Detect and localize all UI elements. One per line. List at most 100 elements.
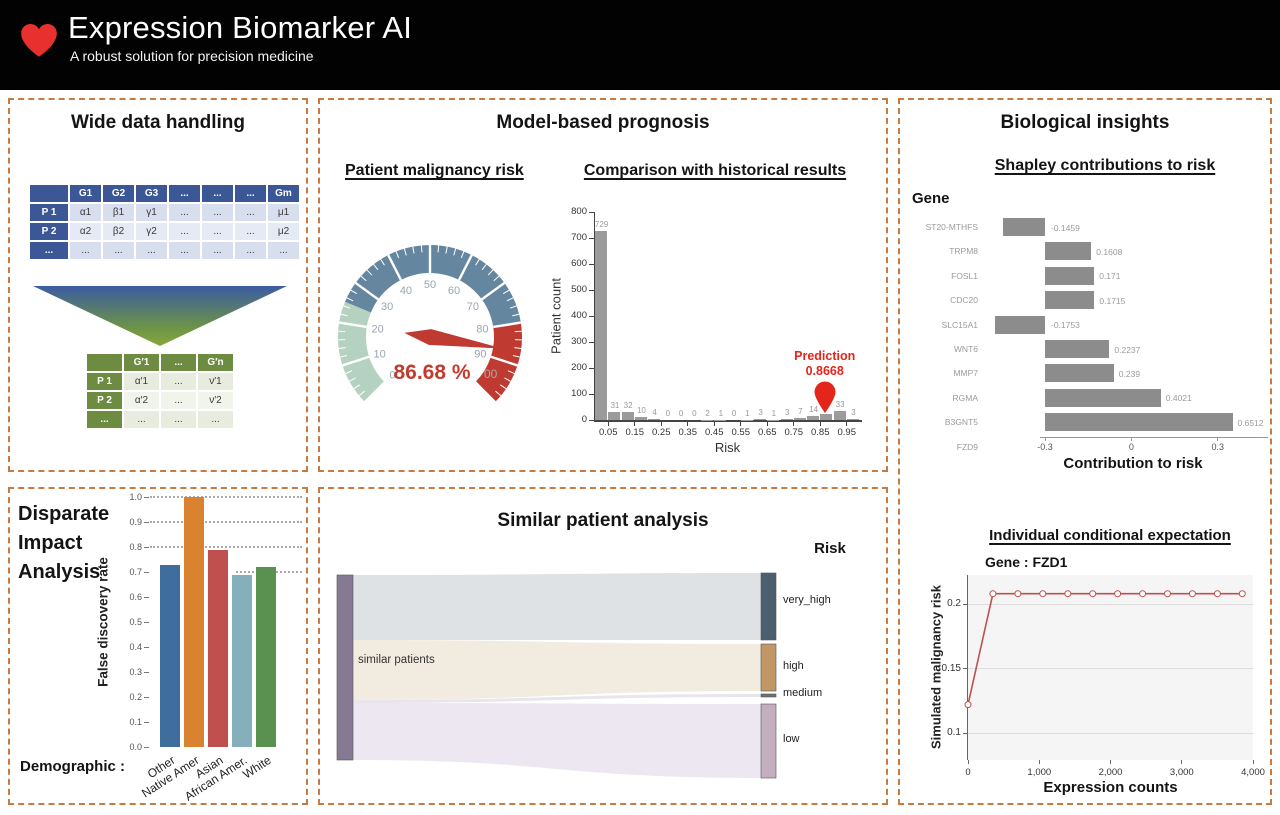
- ice-y-axis: [967, 575, 969, 760]
- disparate-y-tick-label: 0.2: [129, 692, 142, 702]
- data-cell: ν′1: [198, 373, 233, 390]
- similar-patients-sankey: [336, 572, 777, 779]
- column-header-cell: [30, 185, 68, 202]
- hist-bar-label: 1: [718, 408, 724, 418]
- hist-y-tick: [589, 289, 594, 291]
- disparate-y-tick: [144, 746, 149, 748]
- prognosis-title: Model-based prognosis: [496, 112, 710, 133]
- gauge-minor-tick: [346, 297, 354, 302]
- sankey-source-label: similar patients: [358, 654, 435, 666]
- data-cell: β2: [103, 223, 134, 240]
- hist-bar: [820, 413, 833, 420]
- gauge-minor-tick: [453, 248, 457, 256]
- sankey-target-label: medium: [783, 687, 823, 699]
- ice-x-tick-label: 0: [965, 767, 971, 778]
- insights-title: Biological insights: [1000, 112, 1170, 133]
- ice-marker: [1188, 590, 1196, 598]
- shapley-x-tick: [1130, 438, 1132, 441]
- hist-bar: [648, 419, 661, 420]
- row-header-cell: P 1: [30, 204, 68, 221]
- column-header-cell: ...: [235, 185, 266, 202]
- column-header-cell: ...: [161, 354, 196, 371]
- ice-y-tick: [963, 732, 968, 734]
- hist-y-tick-label: 600: [571, 258, 587, 269]
- data-cell: ...: [161, 411, 196, 428]
- hist-x-tick: [607, 421, 609, 426]
- shapley-x-tick-label: 0.3: [1211, 442, 1225, 452]
- hist-bar: [608, 411, 621, 420]
- gauge-major-tick: [481, 281, 506, 301]
- ice-y-tick: [963, 603, 968, 605]
- disparate-y-tick-label: 0.4: [129, 642, 142, 652]
- gauge-major-tick: [364, 381, 386, 403]
- output-table: G′1... G′n P 1 α′1... ν′1 P 2 α′2... ν′2.......…: [85, 352, 235, 430]
- disparate-y-tick-label: 0.6: [129, 592, 142, 602]
- shapley-gene-label: FZD9: [956, 441, 978, 452]
- column-header-cell: Gm: [268, 185, 299, 202]
- sankey-flow: [353, 694, 761, 703]
- shapley-axis-line: [1040, 437, 1268, 438]
- gauge-tick-label: 90: [474, 348, 486, 360]
- data-cell: γ1: [136, 204, 167, 221]
- disparate-gridline: [150, 521, 302, 523]
- hist-x-tick-label: 0.25: [652, 427, 671, 438]
- hist-x-tick-label: 0.65: [758, 427, 777, 438]
- row-header-cell: P 2: [87, 392, 122, 409]
- disparate-y-tick-label: 0.1: [129, 717, 142, 727]
- hist-bar-label: 14: [809, 405, 819, 415]
- hist-y-axis: [593, 212, 595, 421]
- ice-marker: [964, 701, 972, 709]
- data-cell: ...: [235, 223, 266, 240]
- column-header-cell: ...: [202, 185, 233, 202]
- data-cell: γ2: [136, 223, 167, 240]
- hist-bar: [793, 418, 806, 420]
- column-header-cell: G2: [103, 185, 134, 202]
- hist-x-tick: [793, 421, 795, 426]
- shapley-value-label: 0.171: [1099, 271, 1121, 282]
- disparate-y-tick: [144, 671, 149, 673]
- data-cell: μ2: [268, 223, 299, 240]
- sankey-target-node: [760, 703, 777, 779]
- data-cell: β1: [103, 204, 134, 221]
- shapley-bar: [1045, 364, 1114, 383]
- hist-x-tick-label: 0.15: [625, 427, 645, 438]
- app-subtitle: A robust solution for precision medicine: [70, 48, 314, 64]
- disparate-y-tick: [144, 646, 149, 648]
- gauge-max-label: 00: [484, 367, 498, 381]
- row-header-cell: P 1: [87, 373, 122, 390]
- ice-gridline: [968, 603, 1253, 605]
- gauge-minor-tick: [502, 289, 510, 295]
- panel-wide-data-handling: [8, 98, 308, 472]
- sankey-target-label: low: [783, 733, 800, 745]
- gauge-minor-tick: [506, 297, 514, 302]
- hist-x-tick-label: 0.35: [678, 427, 698, 438]
- hist-y-tick: [589, 211, 594, 213]
- disparate-y-tick: [144, 521, 149, 523]
- ice-marker: [1164, 590, 1171, 598]
- gauge-tick-label: 20: [372, 324, 384, 336]
- histogram-title: Comparison with historical results: [583, 162, 847, 179]
- shapley-gene-header: Gene: [912, 190, 950, 207]
- shapley-bar: [1003, 218, 1045, 236]
- column-header-cell: G′n: [198, 354, 233, 371]
- sankey-risk-header: Risk: [814, 540, 846, 557]
- data-cell: α′1: [124, 373, 159, 390]
- sankey-target-node: [760, 693, 777, 698]
- row-header-cell: ...: [87, 411, 122, 428]
- sankey-target-label: very_high: [783, 594, 831, 606]
- hist-bar: [833, 411, 846, 420]
- ice-marker: [1089, 590, 1097, 598]
- data-cell: ...: [202, 223, 233, 240]
- hist-bar-label: 3: [758, 408, 763, 418]
- disparate-y-tick-label: 0.5: [129, 617, 142, 627]
- hist-bar-label: 0: [731, 409, 737, 418]
- shapley-bar: [1045, 388, 1161, 407]
- ice-marker: [1238, 590, 1246, 598]
- hist-y-tick: [589, 393, 594, 395]
- hist-x-tick: [766, 421, 768, 426]
- data-cell: ...: [70, 242, 101, 259]
- data-cell: α2: [70, 223, 101, 240]
- gauge-minor-tick: [495, 390, 502, 397]
- hist-bar-label: 1: [771, 408, 777, 418]
- similar-title: Similar patient analysis: [497, 510, 709, 531]
